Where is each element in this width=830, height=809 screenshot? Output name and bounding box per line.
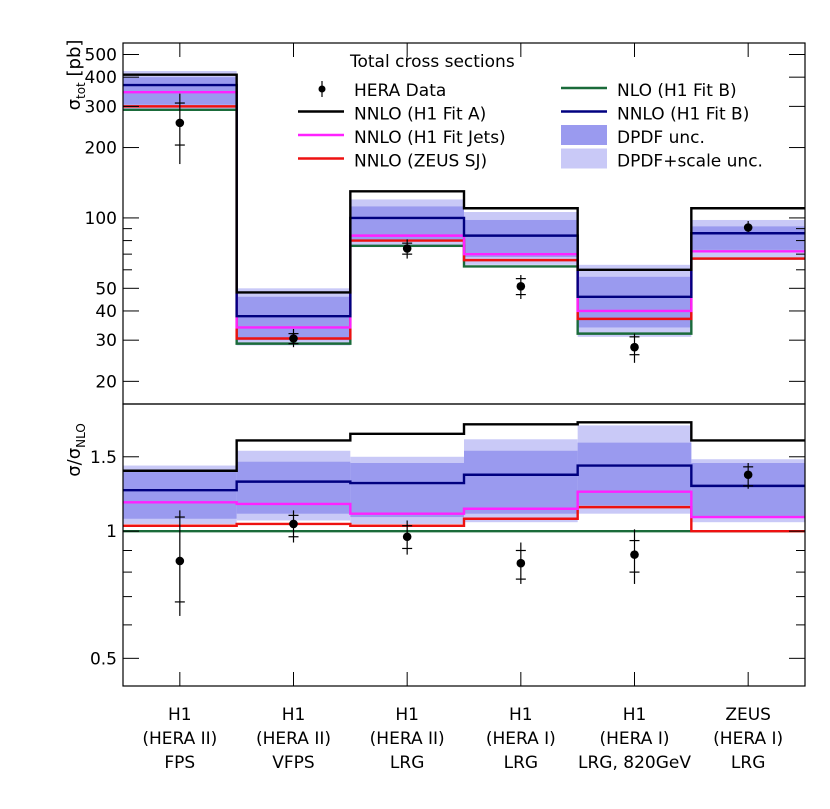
category-label-1-line-3: FPS <box>164 753 195 773</box>
legend-entry: NNLO (H1 Fit B) <box>561 105 749 125</box>
y-axis-title-sub: NLO <box>74 423 88 448</box>
data-point-bin-5 <box>629 333 640 363</box>
legend: Total cross sections HERA Data NNLO (H1 Fi… <box>298 52 763 172</box>
ratio-panel: 0.5 1 1.5σ/σNLO <box>64 421 805 669</box>
ratio-frame <box>122 403 806 687</box>
series-line-nnlo-h1-fit-b <box>123 464 805 492</box>
category-label-4-line-2: (HERA I) <box>486 729 556 749</box>
y-tick-label: 40 <box>95 302 117 322</box>
data-marker <box>175 556 185 566</box>
data-marker <box>175 118 185 128</box>
band-dpdf-bin-5 <box>577 442 692 506</box>
legend-entry: NLO (H1 Fit B) <box>561 81 737 101</box>
y-tick-label: 100 <box>85 209 117 229</box>
data-point-bin-2 <box>288 510 299 543</box>
legend-label: NNLO (H1 Fit Jets) <box>354 128 506 148</box>
legend-label: NNLO (H1 Fit A) <box>354 105 486 125</box>
legend-label: NLO (H1 Fit B) <box>617 81 737 101</box>
data-point-bin-3 <box>402 520 413 555</box>
data-marker <box>630 342 639 352</box>
data-marker <box>743 470 753 480</box>
category-label-5-line-2: (HERA I) <box>600 729 670 749</box>
data-marker <box>402 532 412 542</box>
data-point-bin-5 <box>629 529 640 584</box>
band-dpdf-bin-4 <box>464 450 578 514</box>
data-marker <box>289 334 298 343</box>
y-axis-title-sub: tot <box>74 82 88 99</box>
data-point-bin-4 <box>515 275 526 300</box>
band-dpdf-bin-2 <box>236 461 351 514</box>
category-label-1-line-2: (HERA II) <box>142 729 217 749</box>
legend-label: NNLO (ZEUS SJ) <box>354 152 487 172</box>
category-label-2-line-3: VFPS <box>272 753 314 773</box>
legend-label: NNLO (H1 Fit B) <box>617 105 749 125</box>
y-tick-label: 200 <box>85 139 117 159</box>
data-point-bin-6 <box>743 221 753 233</box>
category-label-3-line-1: H1 <box>395 705 419 725</box>
y-axis-title: σtot [pb] <box>64 40 88 111</box>
legend-label: HERA Data <box>354 81 446 101</box>
frames <box>122 42 806 687</box>
series-line-nnlo-h1-fit-a <box>123 421 805 472</box>
y-axis-title-main: σ <box>64 99 85 110</box>
y-tick-label: 0.5 <box>90 649 117 669</box>
category-label-4-line-1: H1 <box>509 705 533 725</box>
band-dpdf-bin-4 <box>464 219 578 258</box>
band-dpdf-bin-3 <box>350 462 464 518</box>
legend-entry: NNLO (ZEUS SJ) <box>298 152 487 172</box>
y-tick-label: 30 <box>95 331 117 351</box>
legend-entry: DPDF+scale unc. <box>561 148 763 172</box>
category-label-5-line-3: LRG, 820GeV <box>578 753 691 773</box>
y-tick-label: 20 <box>95 372 117 392</box>
data-point-bin-1 <box>174 510 185 616</box>
category-label-6-line-1: ZEUS <box>725 705 771 725</box>
data-point-bin-2 <box>288 328 299 348</box>
category-label-3-line-3: LRG <box>390 753 424 773</box>
data-marker <box>516 558 526 568</box>
legend-entry: HERA Data <box>318 81 446 101</box>
legend-entry: NNLO (H1 Fit Jets) <box>298 128 506 148</box>
legend-label: DPDF+scale unc. <box>617 152 763 172</box>
data-marker <box>516 281 526 291</box>
data-marker <box>289 519 298 529</box>
legend-label: DPDF unc. <box>617 128 705 148</box>
data-point-bin-3 <box>402 239 413 259</box>
legend-title: Total cross sections <box>349 52 515 72</box>
legend-swatch-marker <box>318 85 326 93</box>
y-tick-label: 500 <box>85 46 117 66</box>
legend-swatch-box <box>561 148 607 169</box>
data-point-bin-1 <box>174 93 185 165</box>
y-tick-label: 1 <box>106 522 117 542</box>
category-label-2-line-2: (HERA II) <box>256 729 331 749</box>
y-tick-label: 300 <box>85 97 117 117</box>
y-tick-label: 400 <box>85 68 117 88</box>
category-label-3-line-2: (HERA II) <box>370 729 445 749</box>
category-labels: H1 (HERA II) FPS H1 (HERA II) VFPS H1 (HERA II)… <box>142 705 783 773</box>
data-marker <box>402 244 412 253</box>
category-label-6-line-3: LRG <box>731 753 765 773</box>
category-label-5-line-1: H1 <box>623 705 647 725</box>
legend-entry: DPDF unc. <box>561 125 705 148</box>
category-label-1-line-1: H1 <box>168 705 192 725</box>
data-marker <box>630 550 639 559</box>
data-marker <box>743 223 753 232</box>
y-tick-label: 1.5 <box>90 448 117 468</box>
category-label-2-line-1: H1 <box>282 705 306 725</box>
legend-swatch-box <box>561 125 607 145</box>
y-tick-label: 50 <box>95 279 117 299</box>
y-axis-title-unit: [pb] <box>64 40 85 83</box>
y-axis-title-main: σ/σ <box>64 448 85 477</box>
data-point-bin-4 <box>515 542 526 584</box>
legend-entry: NNLO (H1 Fit A) <box>298 105 486 125</box>
series-line-nnlo-h1-fit-a <box>123 73 805 294</box>
series-line-nnlo-h1-fit-jets <box>123 490 805 519</box>
category-label-4-line-3: LRG <box>504 753 538 773</box>
y-axis-title: σ/σNLO <box>64 423 88 477</box>
data-point-bin-6 <box>743 462 754 489</box>
category-label-6-line-2: (HERA I) <box>713 729 783 749</box>
